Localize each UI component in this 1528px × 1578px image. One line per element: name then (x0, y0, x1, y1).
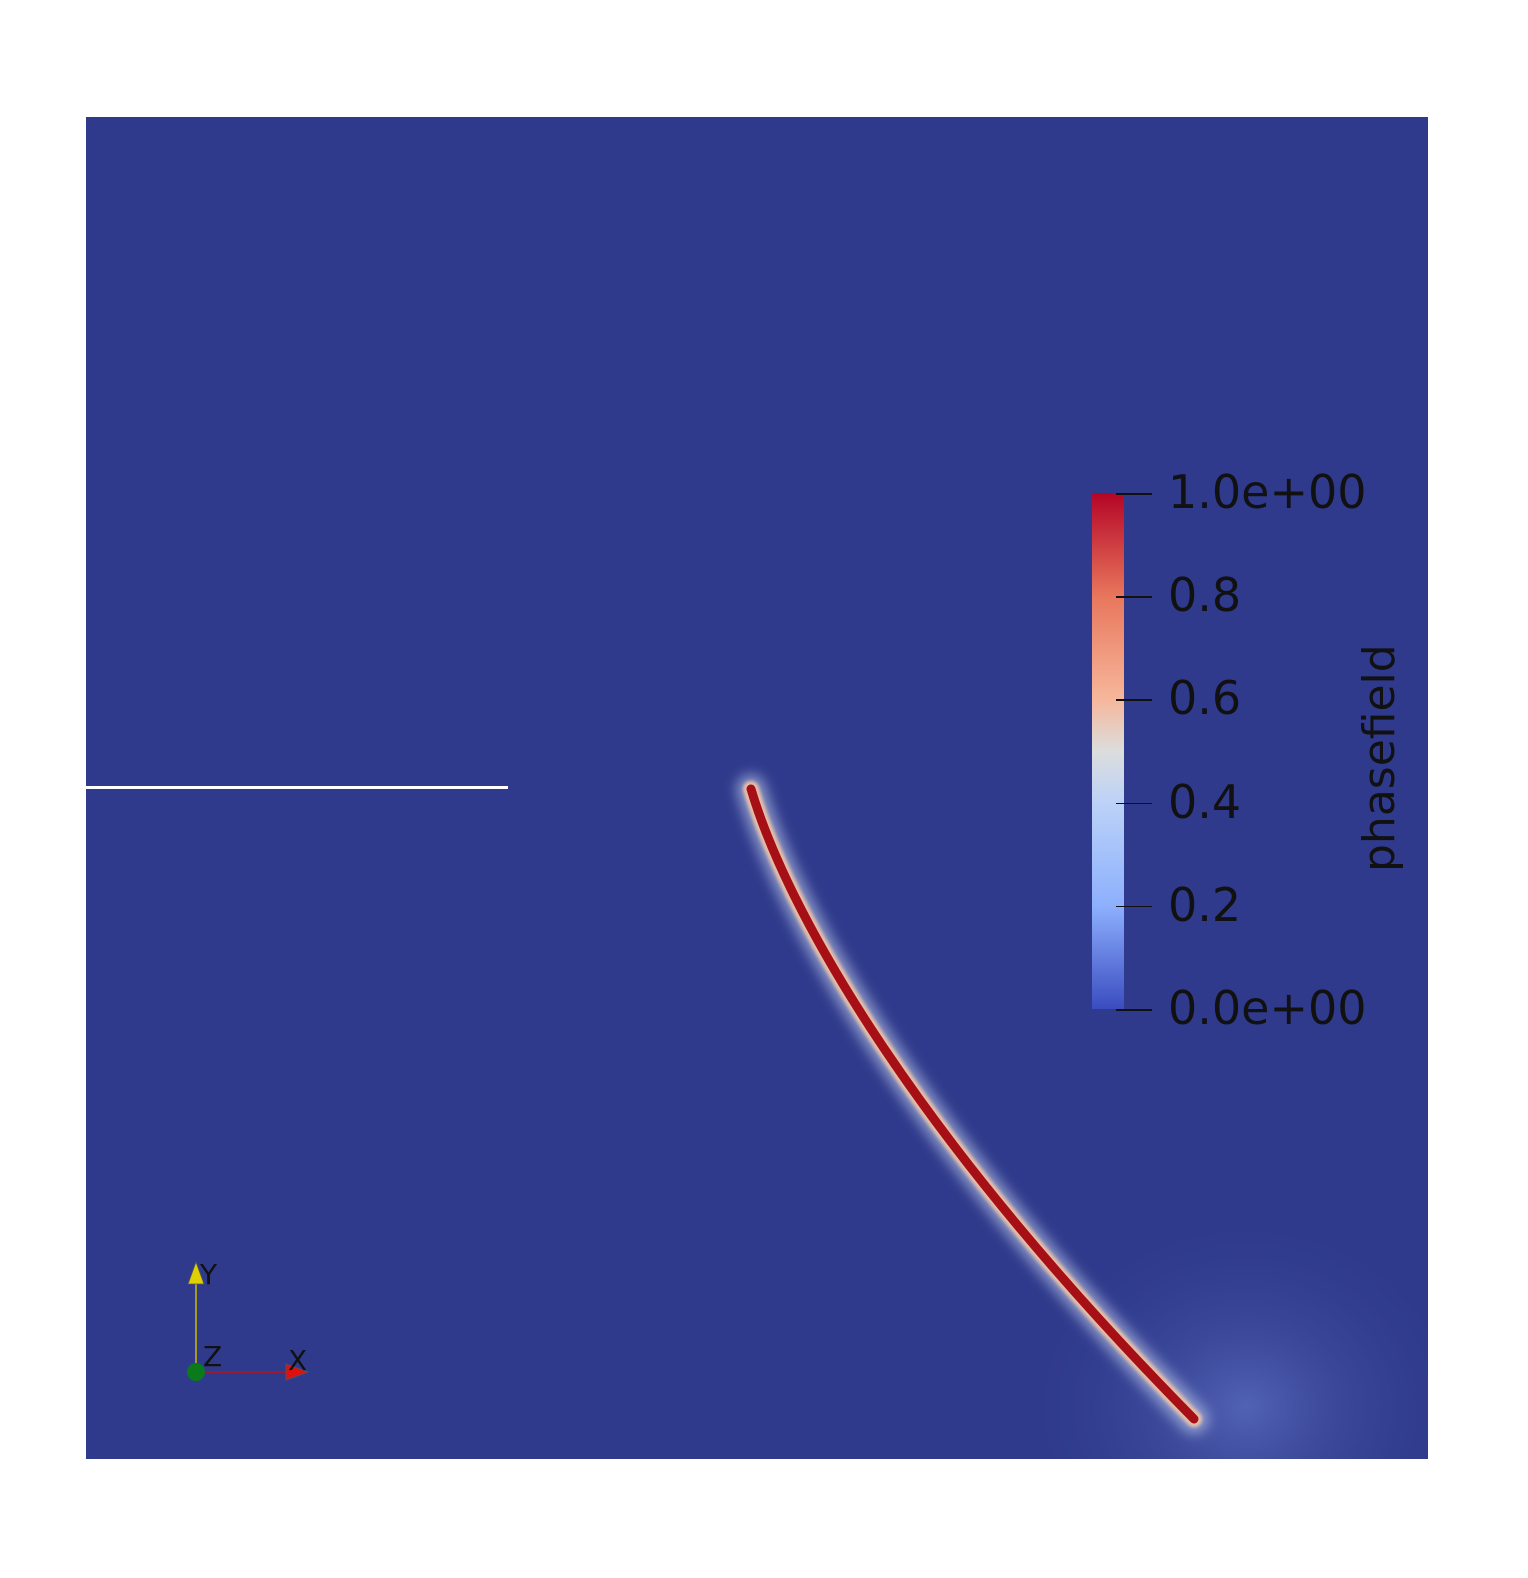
initial-notch (86, 786, 508, 789)
colorbar-tick-label: 0.8 (1168, 568, 1242, 623)
render-viewport[interactable] (86, 117, 1428, 1459)
colorbar-title: phasefield (1354, 644, 1405, 872)
crack-path (746, 784, 1199, 1424)
colorbar-tick-line (1116, 493, 1152, 495)
colorbar-tick-label: 1.0e+00 (1168, 465, 1367, 519)
colorbar-tick-label: 0.6 (1168, 671, 1242, 726)
phasefield-plot (736, 774, 1428, 1459)
colorbar-tick-label: 0.0e+00 (1168, 981, 1367, 1035)
colorbar-tick-line (1116, 802, 1152, 805)
colorbar-tick-line (1116, 596, 1152, 598)
colorbar-tick-line (1116, 1009, 1152, 1011)
colorbar-tick-label: 0.4 (1168, 774, 1242, 829)
colorbar-tick-line (1116, 699, 1152, 701)
colorbar-tick-line (1116, 905, 1152, 908)
stress-glow (1016, 1207, 1428, 1459)
colorbar (1092, 493, 1124, 1009)
colorbar-tick-label: 0.2 (1168, 877, 1242, 932)
